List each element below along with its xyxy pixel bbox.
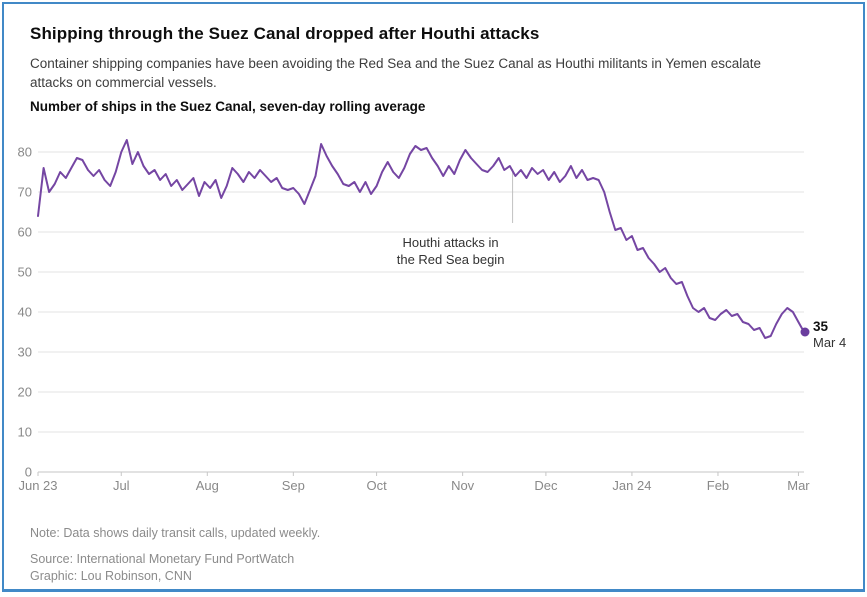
suez-canal-line-chart: 0 10 20 30 40 50 60 70 80 Jun 23 Jul Aug Sep Oct Nov De… — [18, 139, 846, 493]
y-axis-tick-label: 80 — [18, 145, 32, 160]
end-date-label: Mar 4 — [813, 335, 846, 350]
y-axis-tick-label: 40 — [18, 305, 32, 320]
y-axis-tick-label: 50 — [18, 265, 32, 280]
end-value-label: 35 — [813, 319, 829, 334]
page-title: Shipping through the Suez Canal dropped … — [30, 24, 540, 44]
y-axis-tick-label: 70 — [18, 185, 32, 200]
x-axis-tick-label: Mar — [787, 478, 810, 493]
y-axis-tick-label: 0 — [25, 465, 32, 480]
source-line: Source: International Monetary Fund Port… — [30, 552, 295, 566]
x-axis-tick-label: Jan 24 — [612, 478, 651, 493]
x-axis-tick-label: Sep — [282, 478, 305, 493]
x-axis-tick-label: Jul — [113, 478, 130, 493]
x-axis-tick-label: Aug — [196, 478, 219, 493]
y-axis-tick-label: 20 — [18, 385, 32, 400]
x-axis-tick-label: Oct — [366, 478, 387, 493]
x-axis-tick-label: Jun 23 — [18, 478, 57, 493]
x-axis-tick-label: Feb — [707, 478, 729, 493]
x-axis-tick-label: Nov — [451, 478, 475, 493]
y-axis-tick-label: 30 — [18, 345, 32, 360]
credit-line: Graphic: Lou Robinson, CNN — [30, 569, 192, 583]
annotation-text-line2: the Red Sea begin — [397, 252, 505, 267]
x-axis-tick-label: Dec — [534, 478, 558, 493]
y-axis-tick-label: 60 — [18, 225, 32, 240]
annotation-text-line1: Houthi attacks in — [403, 235, 499, 250]
page-subtitle: Container shipping companies have been a… — [30, 55, 761, 90]
chart-axis-title: Number of ships in the Suez Canal, seven… — [30, 99, 426, 114]
footnote: Note: Data shows daily transit calls, up… — [30, 526, 321, 540]
end-point-dot — [800, 327, 810, 337]
y-axis-tick-label: 10 — [18, 425, 32, 440]
data-line-series — [37, 139, 805, 339]
